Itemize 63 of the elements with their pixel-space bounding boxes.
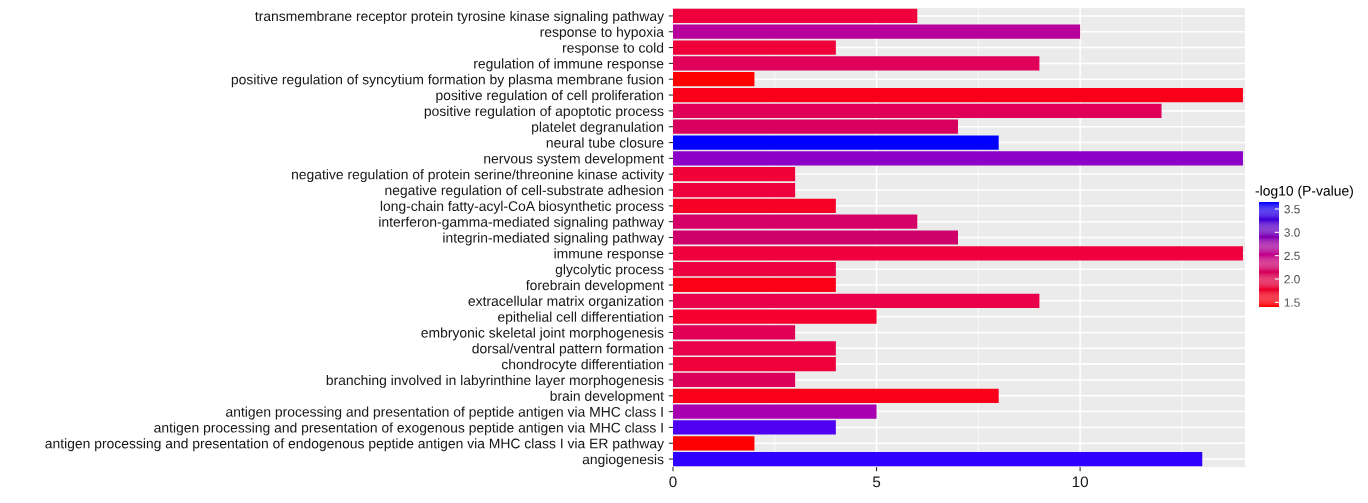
- y-tick-label: antigen processing and presentation of endogenous peptide antigen via MHC class I via ER pathway: [45, 438, 664, 452]
- y-tick-label: extracellular matrix organization: [468, 295, 664, 309]
- color-bar-title: -log10 (P-value): [1255, 185, 1353, 199]
- y-tick-label: forebrain development: [525, 279, 664, 293]
- bar: [673, 388, 999, 403]
- y-tick-label: response to cold: [562, 42, 664, 56]
- bar: [673, 135, 999, 150]
- bar: [673, 198, 836, 213]
- bar: [673, 309, 877, 324]
- bar: [673, 24, 1081, 39]
- bar: [673, 167, 796, 182]
- y-tick-label: positive regulation of apoptotic process: [424, 105, 664, 119]
- y-tick-label: platelet degranulation: [532, 121, 664, 135]
- y-tick-label: antigen processing and presentation of exogenous peptide antigen via MHC class I: [154, 422, 663, 436]
- x-tick-label: 5: [872, 476, 881, 488]
- color-bar-label: 2.5: [1284, 251, 1300, 261]
- y-tick-label: integrin-mediated signaling pathway: [443, 232, 664, 246]
- y-tick-label: epithelial cell differentiation: [498, 311, 664, 325]
- bar: [673, 8, 918, 24]
- y-tick-label: glycolytic process: [555, 264, 664, 278]
- bar: [673, 72, 755, 87]
- y-tick-label: negative regulation of cell-substrate adhesion: [385, 184, 664, 198]
- y-tick-label: branching involved in labyrinthine layer morphogenesis: [326, 374, 664, 388]
- y-tick-label: angiogenesis: [582, 454, 664, 467]
- y-tick-label: response to hypoxia: [540, 26, 664, 40]
- y-tick-label: transmembrane receptor protein tyrosine kinase signaling pathway: [255, 10, 664, 24]
- y-tick-label: regulation of immune response: [474, 58, 664, 72]
- y-tick-label: chondrocyte differentiation: [501, 359, 664, 373]
- bar: [673, 372, 796, 388]
- bar: [673, 246, 1243, 261]
- color-bar-label: 2.0: [1284, 275, 1300, 284]
- y-tick-label: positive regulation of syncytium formation by plasma membrane fusion: [231, 74, 664, 88]
- bar: [673, 182, 796, 198]
- bar: [673, 40, 836, 55]
- bar: [673, 451, 1203, 467]
- bar: [673, 56, 1040, 71]
- bar: [673, 436, 755, 451]
- y-tick-label: brain development: [550, 390, 664, 404]
- bar: [673, 420, 836, 435]
- bar: [673, 103, 1162, 118]
- color-bar-label: 3.5: [1284, 205, 1300, 214]
- bar: [673, 293, 1040, 308]
- y-tick-label: negative regulation of protein serine/threonine kinase activity: [292, 169, 664, 183]
- y-tick-label: nervous system development: [484, 153, 664, 167]
- bar: [673, 151, 1243, 166]
- y-tick-label: immune response: [554, 248, 664, 262]
- bar: [673, 119, 958, 134]
- y-tick-label: dorsal/ventral pattern formation: [472, 343, 664, 357]
- x-tick-label: 0: [669, 476, 677, 488]
- color-bar-label: 3.0: [1284, 228, 1300, 237]
- y-tick-label: long-chain fatty-acyl-CoA biosynthetic process: [380, 200, 664, 214]
- bar: [673, 277, 836, 293]
- bar: [673, 87, 1243, 103]
- y-tick-label: embryonic skeletal joint morphogenesis: [421, 327, 664, 341]
- y-tick-label: positive regulation of cell proliferation: [436, 90, 664, 103]
- y-tick-label: neural tube closure: [546, 137, 664, 148]
- bar: [673, 404, 877, 419]
- x-tick-label: 10: [1072, 476, 1089, 488]
- color-bar-label: 1.5: [1284, 298, 1300, 307]
- bar: [673, 262, 836, 277]
- bar: [673, 357, 836, 372]
- y-tick-label: interferon-gamma-mediated signaling pathway: [379, 216, 664, 230]
- y-tick-label: antigen processing and presentation of peptide antigen via MHC class I: [226, 406, 663, 420]
